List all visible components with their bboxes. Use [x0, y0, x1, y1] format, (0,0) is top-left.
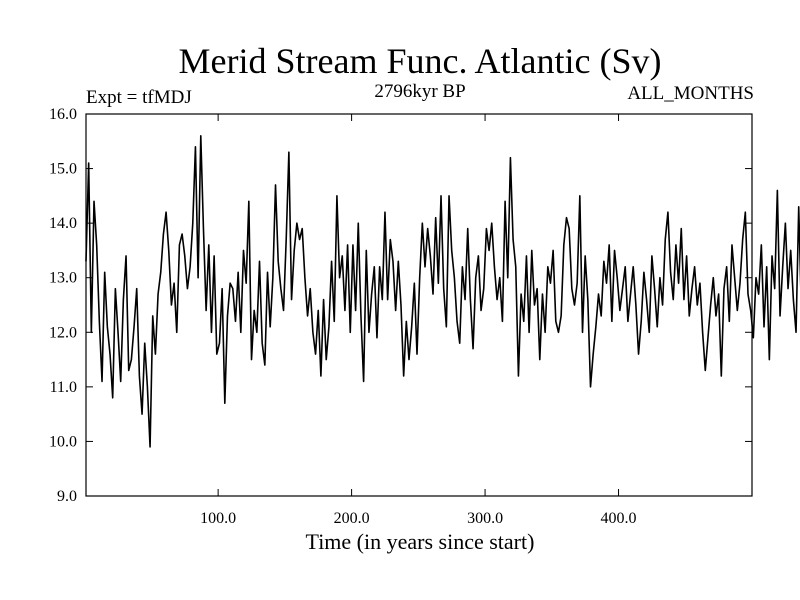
- x-axis-label: Time (in years since start): [306, 529, 535, 554]
- period-label: 2796kyr BP: [374, 81, 465, 102]
- x-tick-label: 300.0: [467, 510, 503, 527]
- x-tick-label: 100.0: [200, 510, 236, 527]
- y-tick-label: 10.0: [49, 433, 77, 450]
- x-tick-label: 400.0: [601, 510, 637, 527]
- y-tick-label: 16.0: [49, 106, 77, 123]
- months-label: ALL_MONTHS: [627, 83, 754, 104]
- y-tick-label: 11.0: [50, 379, 77, 396]
- series-line: [85, 135, 800, 448]
- y-tick-label: 15.0: [49, 161, 77, 178]
- x-axis: 100.0 200.0 300.0 400.0: [200, 114, 637, 527]
- experiment-label: Expt = tfMDJ: [86, 87, 192, 108]
- y-tick-label: 14.0: [49, 215, 77, 232]
- x-tick-label: 200.0: [334, 510, 370, 527]
- y-tick-label: 13.0: [49, 270, 77, 287]
- y-axis: 9.0 10.0 11.0 12.0 13.0 14.0 15.0 16.0: [49, 106, 752, 505]
- plot-frame: [85, 113, 753, 497]
- chart-title: Merid Stream Func. Atlantic (Sv): [179, 41, 662, 81]
- y-tick-label: 9.0: [57, 488, 77, 505]
- y-tick-label: 12.0: [49, 324, 77, 341]
